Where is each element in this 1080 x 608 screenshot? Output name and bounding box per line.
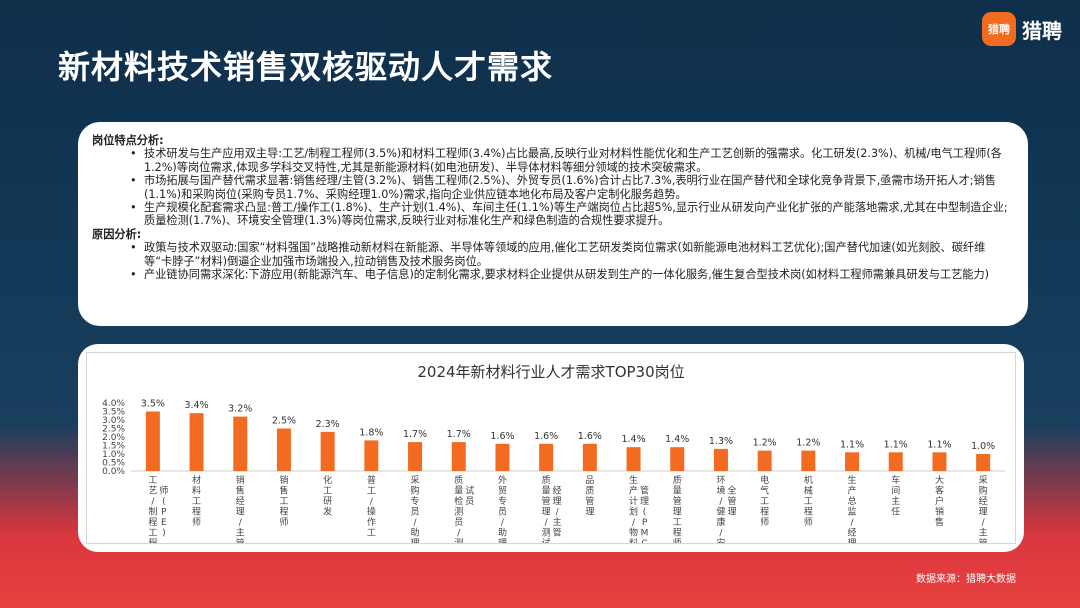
liepin-logo-icon: 猎聘 bbox=[982, 12, 1016, 46]
chart-card: 2024年新材料行业人才需求TOP30岗位 0.0% 0.5% 1.0% 1.5% 2.… bbox=[78, 344, 1024, 552]
bar bbox=[713, 448, 728, 471]
y-tick-label: 1.0% bbox=[102, 450, 125, 460]
data-source: 数据来源：猎聘大数据 bbox=[916, 574, 1016, 585]
data-label: 1.1% bbox=[840, 439, 864, 450]
bar bbox=[276, 428, 291, 471]
category-label-extra: 师(P E) bbox=[159, 485, 168, 539]
y-tick-label: 3.5% bbox=[102, 408, 125, 418]
bar bbox=[888, 452, 903, 471]
category-label: 电气工程师 bbox=[760, 474, 769, 528]
category-label: 质量检测员/测 bbox=[454, 474, 463, 543]
y-tick-label: 1.5% bbox=[102, 442, 125, 452]
chart-title: 2024年新材料行业人才需求TOP30岗位 bbox=[417, 363, 685, 381]
feature-item: 技术研发与生产应用双主导:工艺/制程工程师(3.5%)和材料工程师(3.4%)占… bbox=[130, 147, 1008, 174]
features-list: 技术研发与生产应用双主导:工艺/制程工程师(3.5%)和材料工程师(3.4%)占… bbox=[92, 147, 1008, 227]
reason-item: 政策与技术双驱动:国家“材料强国”战略推动新材料在新能源、半导体等领域的应用,催… bbox=[130, 241, 1008, 268]
category-label: 机械工程师 bbox=[804, 474, 813, 528]
category-label: 工艺/制程工程 bbox=[148, 476, 157, 543]
liepin-logo: 猎聘 猎聘 bbox=[982, 12, 1062, 46]
category-label: 销售经理/主管 bbox=[236, 474, 245, 543]
data-label: 1.3% bbox=[709, 436, 733, 447]
data-label: 1.6% bbox=[490, 431, 514, 442]
y-tick-label: 2.0% bbox=[102, 433, 125, 443]
chart-frame: 2024年新材料行业人才需求TOP30岗位 0.0% 0.5% 1.0% 1.5% 2.… bbox=[86, 352, 1016, 552]
data-label: 3.2% bbox=[228, 404, 252, 415]
category-label: 生产总监/经理 bbox=[848, 474, 857, 543]
data-label: 1.6% bbox=[578, 431, 602, 442]
bar bbox=[539, 443, 554, 471]
category-label: 采购专员/助理 bbox=[411, 475, 420, 543]
bar-chart: 0.0%0.5%1.0%1.5%2.0%2.5%3.0%3.5%4.0% 3.5%… bbox=[102, 399, 1005, 552]
bar bbox=[932, 452, 947, 471]
category-label: 化工研发 bbox=[323, 474, 332, 518]
category-label: 车间主任 bbox=[891, 474, 900, 518]
data-label: 1.1% bbox=[884, 439, 908, 450]
bar bbox=[320, 431, 335, 471]
y-tick-label: 3.0% bbox=[102, 416, 125, 426]
data-label: 3.4% bbox=[184, 400, 208, 411]
data-label: 1.2% bbox=[753, 438, 777, 449]
category-label: 质量管理工程师 bbox=[673, 474, 682, 543]
y-tick-label: 0.5% bbox=[102, 459, 125, 469]
reason-item: 产业链协同需求深化:下游应用(新能源汽车、电子信息)的定制化需求,要求材料企业提… bbox=[130, 268, 1008, 282]
data-label: 1.1% bbox=[927, 439, 951, 450]
category-label: 普工/操作工 bbox=[367, 474, 376, 539]
bar bbox=[582, 443, 597, 471]
bar bbox=[626, 447, 641, 471]
bar bbox=[495, 443, 510, 471]
bar bbox=[670, 447, 685, 471]
feature-item: 生产规模化配套需求凸显:普工/操作工(1.8%)、生产计划(1.4%)、车间主任… bbox=[130, 201, 1008, 228]
category-label-extra: 全管理 bbox=[727, 485, 736, 518]
data-label: 1.4% bbox=[665, 434, 689, 445]
category-label: 品质管理 bbox=[585, 475, 594, 518]
bar bbox=[364, 440, 379, 471]
bar bbox=[408, 442, 423, 471]
data-label: 1.7% bbox=[403, 429, 427, 440]
category-label: 大客户销售 bbox=[935, 474, 944, 528]
y-tick-label: 2.5% bbox=[102, 425, 125, 435]
slide-title: 新材料技术销售双核驱动人才需求 bbox=[58, 48, 554, 86]
bar bbox=[976, 454, 991, 471]
data-label: 2.3% bbox=[316, 419, 340, 430]
reasons-title: 原因分析: bbox=[92, 227, 142, 241]
bar bbox=[189, 413, 204, 471]
bar bbox=[845, 452, 860, 471]
data-label: 1.4% bbox=[621, 434, 645, 445]
liepin-logo-text: 猎聘 bbox=[1022, 18, 1062, 43]
feature-item: 市场拓展与国产替代需求显著:销售经理/主管(3.2%)、销售工程师(2.5%)、… bbox=[130, 174, 1008, 201]
bar bbox=[451, 442, 466, 471]
y-tick-label: 0.0% bbox=[102, 467, 125, 477]
data-label: 1.8% bbox=[359, 427, 383, 438]
bar bbox=[233, 416, 248, 471]
category-label-extra: 试员 bbox=[465, 485, 474, 508]
category-label: 采购经理/主管 bbox=[979, 475, 988, 543]
category-label: 销售工程师 bbox=[279, 474, 288, 528]
data-label: 1.6% bbox=[534, 431, 558, 442]
y-tick-label: 4.0% bbox=[102, 399, 125, 409]
category-label: 生产计划/物料 bbox=[629, 474, 638, 543]
category-label-extra: 管理(PMC) bbox=[640, 485, 649, 544]
category-label: 质量管理/测试 bbox=[542, 474, 551, 543]
bar bbox=[801, 450, 816, 471]
reasons-list: 政策与技术双驱动:国家“材料强国”战略推动新材料在新能源、半导体等领域的应用,催… bbox=[92, 241, 1008, 282]
data-label: 1.7% bbox=[447, 429, 471, 440]
data-label: 1.2% bbox=[796, 438, 820, 449]
category-label-extra: 经理/主管 bbox=[553, 485, 562, 539]
bar bbox=[757, 450, 772, 471]
data-label: 2.5% bbox=[272, 416, 296, 427]
features-title: 岗位特点分析: bbox=[92, 134, 164, 147]
data-label: 3.5% bbox=[141, 399, 165, 410]
analysis-card: 岗位特点分析: 技术研发与生产应用双主导:工艺/制程工程师(3.5%)和材料工程… bbox=[78, 122, 1028, 326]
category-label: 外贸专员/助理 bbox=[498, 474, 507, 543]
category-label: 材料工程师 bbox=[192, 474, 201, 528]
data-label: 1.0% bbox=[971, 441, 995, 452]
category-label: 环境/健康/安 bbox=[716, 475, 725, 543]
bar bbox=[145, 411, 160, 471]
